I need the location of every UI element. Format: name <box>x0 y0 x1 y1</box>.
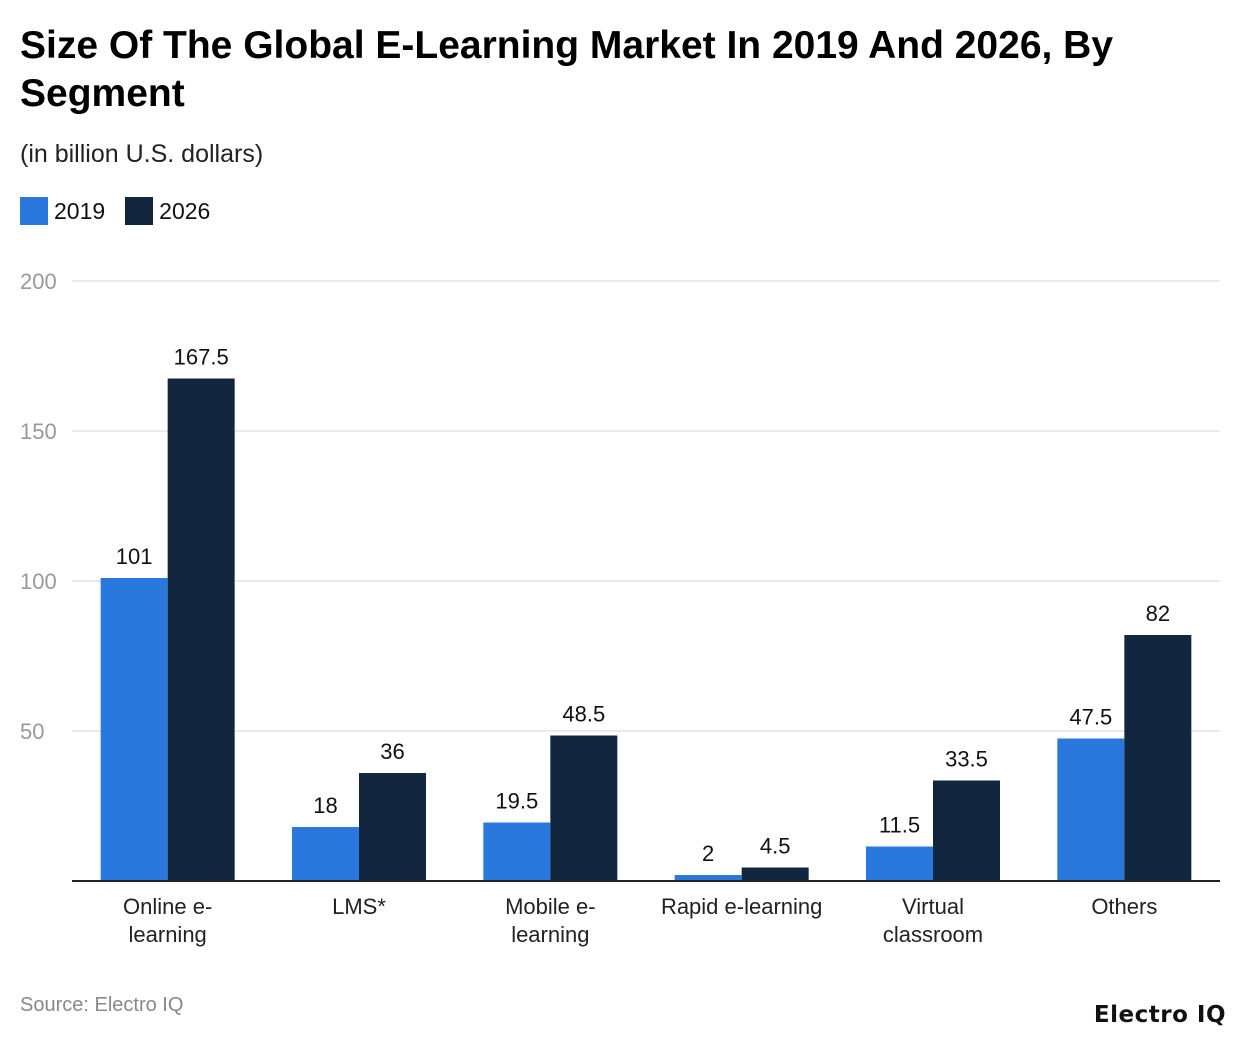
bar-2019 <box>674 875 742 881</box>
legend-label-2019: 2019 <box>54 197 106 224</box>
x-tick-label: Online e- <box>123 894 212 919</box>
x-tick-label: Mobile e- <box>505 894 595 919</box>
bar-2019 <box>483 822 551 881</box>
chart-subtitle: (in billion U.S. dollars) <box>20 140 264 168</box>
data-label: 11.5 <box>879 813 920 838</box>
bar-2026 <box>359 773 426 881</box>
data-label: 47.5 <box>1069 705 1112 730</box>
legend-swatch-2019 <box>20 197 48 225</box>
bar-2019 <box>866 846 933 881</box>
legend: 2019 2026 <box>20 197 210 225</box>
bar-2026 <box>550 735 618 881</box>
legend-item-2019[interactable]: 2019 <box>20 197 105 225</box>
data-label: 167.5 <box>174 345 229 370</box>
data-label: 2 <box>702 841 714 866</box>
bar-2019 <box>100 578 168 881</box>
data-label: 82 <box>1146 601 1170 626</box>
y-tick-label: 200 <box>20 269 57 294</box>
chart-title: Size Of The Global E-Learning Market In … <box>20 24 1114 115</box>
x-tick-label: learning <box>129 922 207 947</box>
electro-iq-logo: Electro IQ <box>1093 1002 1226 1028</box>
bar-2026 <box>1124 635 1192 881</box>
legend-swatch-2026 <box>125 197 154 225</box>
bar-2019 <box>292 827 359 881</box>
source-note: Source: Electro IQ <box>20 994 184 1016</box>
x-tick-label: Rapid e-learning <box>661 894 822 919</box>
y-tick-label: 100 <box>20 569 57 594</box>
data-label: 33.5 <box>945 747 988 772</box>
bar-2026 <box>167 378 235 881</box>
x-tick-label: LMS* <box>332 894 386 919</box>
y-tick-label: 50 <box>20 719 44 744</box>
y-tick-label: 150 <box>20 419 57 444</box>
data-label: 19.5 <box>495 789 538 814</box>
x-tick-label: learning <box>511 922 589 947</box>
bar-2019 <box>1057 738 1125 881</box>
legend-item-2026[interactable]: 2026 <box>125 197 210 225</box>
data-label: 48.5 <box>562 702 605 727</box>
legend-label-2026: 2026 <box>159 197 211 224</box>
bar-2026 <box>933 780 1000 881</box>
data-label: 18 <box>313 793 337 818</box>
data-label: 4.5 <box>760 834 791 859</box>
x-tick-label: Virtual <box>902 894 964 919</box>
data-label: 36 <box>380 739 404 764</box>
data-label: 101 <box>116 544 153 569</box>
x-tick-label: classroom <box>883 922 983 947</box>
x-tick-label: Others <box>1091 894 1157 919</box>
bar-2026 <box>741 867 809 881</box>
